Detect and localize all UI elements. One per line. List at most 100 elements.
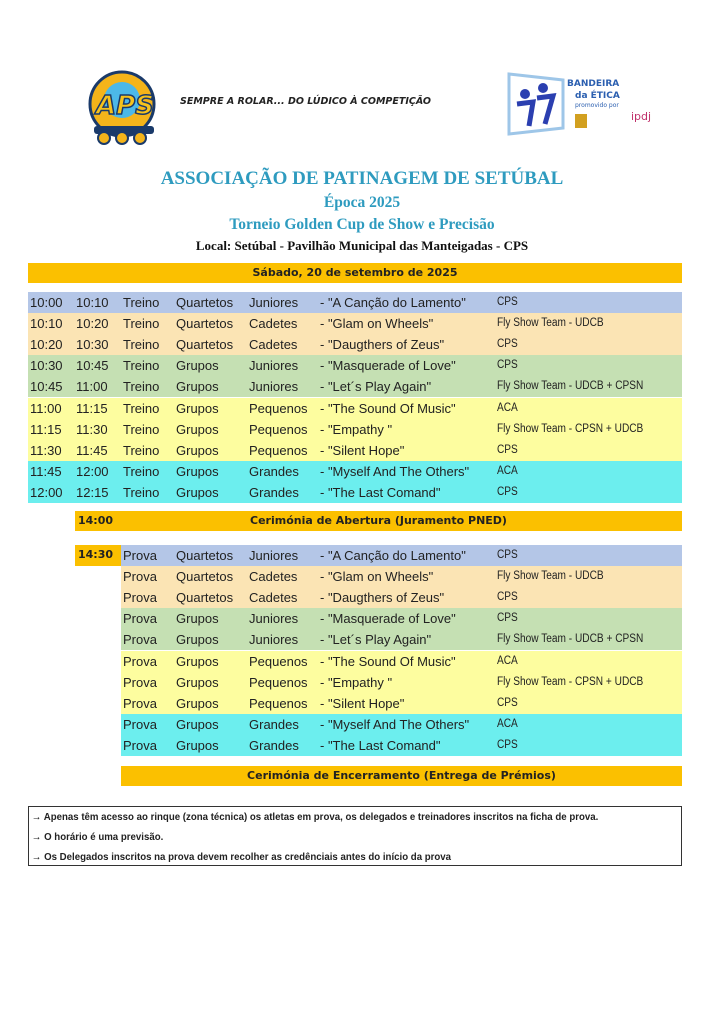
cell-start: 11:45	[30, 463, 62, 479]
cell-team: Fly Show Team - CPSN + UDCB	[497, 675, 644, 688]
cell-title: - "Glam on Wheels"	[320, 316, 434, 332]
cell-disc: Grupos	[176, 716, 219, 732]
cell-title: - "Daugthers of Zeus"	[320, 337, 445, 353]
cell-disc: Grupos	[176, 674, 219, 690]
schedule-row: 10:10 10:20 Treino Quartetos Cadetes - "Glam …	[28, 313, 682, 335]
cell-team: ACA	[497, 401, 518, 414]
cell-disc: Grupos	[176, 695, 219, 711]
event-title: Torneio Golden Cup de Show e Precisão	[229, 216, 495, 233]
cell-type: Treino	[123, 484, 160, 500]
cell-cat: Juniores	[249, 358, 299, 374]
cell-team: CPS	[497, 443, 518, 456]
cell-title: - "Masquerade of Love"	[320, 358, 456, 374]
location: Local: Setúbal - Pavilhão Municipal das …	[195, 238, 529, 253]
cell-cat: Pequenos	[249, 674, 308, 690]
season-title: Época 2025	[323, 194, 401, 211]
svg-text:promovido por: promovido por	[575, 102, 619, 109]
cell-team: CPS	[497, 549, 518, 561]
svg-text:APS: APS	[94, 91, 154, 121]
cell-cat: Pequenos	[249, 695, 308, 711]
cell-team: CPS	[497, 485, 518, 498]
opening-label: Cerimónia de Abertura (Juramento PNED)	[250, 514, 507, 527]
cell-type: Prova	[123, 569, 157, 585]
schedule-row: Prova Quartetos Juniores - "A Canção do Lam…	[121, 545, 682, 567]
cell-team: ACA	[497, 717, 518, 730]
cell-cat: Juniores	[249, 295, 299, 310]
cell-disc: Grupos	[176, 737, 219, 753]
cell-type: Treino	[123, 295, 160, 310]
note: → Os Delegados inscritos na prova devem …	[31, 851, 452, 863]
cell-team: Fly Show Team - UDCB	[497, 570, 604, 583]
cell-title: - "Empathy "	[320, 674, 393, 690]
cell-title: - "The Sound Of Music"	[320, 400, 456, 416]
cell-start: 11:30	[30, 442, 62, 458]
cell-title: - "Masquerade of Love"	[320, 611, 456, 627]
schedule-row: 10:45 11:00 Treino Grupos Juniores - "Let´s P…	[28, 376, 682, 398]
schedule-row: 11:30 11:45 Treino Grupos Pequenos - "Silent …	[28, 439, 682, 461]
cell-start: 10:45	[30, 379, 63, 395]
cell-type: Treino	[123, 379, 160, 395]
cell-team: ACA	[497, 654, 518, 667]
cell-end: 11:00	[76, 379, 108, 395]
cell-title: - "Empathy "	[320, 421, 393, 437]
notes-box: → Apenas têm acesso ao rinque (zona técn…	[28, 806, 682, 866]
cell-team: CPS	[497, 696, 518, 709]
cell-team: Fly Show Team - CPSN + UDCB	[497, 422, 644, 435]
cell-cat: Grandes	[249, 737, 299, 753]
schedule-row: 10:30 10:45 Treino Grupos Juniores - "Masquer…	[28, 355, 682, 377]
cell-team: Fly Show Team - UDCB + CPSN	[497, 633, 644, 646]
cell-start: 10:30	[30, 358, 63, 374]
schedule-row: Prova Grupos Pequenos - "Silent Hope" CPS	[121, 692, 682, 714]
cell-type: Treino	[123, 358, 160, 374]
schedule-row: 12:00 12:15 Treino Grupos Grandes - "The Last…	[28, 481, 682, 503]
aps-logo: APS	[82, 70, 170, 146]
cell-type: Prova	[123, 674, 157, 690]
schedule-row: Prova Grupos Grandes - "Myself And The Othe…	[121, 713, 682, 735]
cell-start: 10:10	[30, 316, 63, 332]
cell-cat: Pequenos	[249, 442, 308, 458]
cell-cat: Juniores	[249, 548, 299, 563]
cell-title: - "The Last Comand"	[320, 484, 441, 500]
tagline: SEMPRE A ROLAR... DO LÚDICO À COMPETIÇÃO	[180, 96, 431, 107]
cell-title: - "Silent Hope"	[320, 442, 405, 458]
cell-disc: Grupos	[176, 611, 219, 627]
cell-cat: Juniores	[249, 379, 299, 395]
cell-title: - "Myself And The Others"	[320, 716, 470, 732]
closing-ceremony-bar: Cerimónia de Encerramento (Entrega de Pr…	[121, 766, 682, 786]
cell-end: 11:45	[76, 442, 108, 458]
cell-title: - "Myself And The Others"	[320, 463, 470, 479]
cell-start: 12:00	[30, 484, 63, 500]
cell-title: - "Let´s Play Again"	[320, 379, 432, 395]
cell-cat: Cadetes	[249, 337, 298, 353]
cell-disc: Grupos	[176, 379, 219, 395]
cell-team: CPS	[497, 591, 518, 604]
cell-title: - "A Canção do Lamento"	[320, 548, 466, 563]
note: → Apenas têm acesso ao rinque (zona técn…	[31, 811, 599, 823]
cell-start: 11:15	[30, 421, 62, 437]
cell-disc: Grupos	[176, 484, 219, 500]
cell-type: Prova	[123, 611, 157, 627]
cell-type: Prova	[123, 695, 157, 711]
cell-title: - "A Canção do Lamento"	[320, 295, 466, 310]
cell-team: CPS	[497, 338, 518, 351]
cell-team: Fly Show Team - UDCB	[497, 317, 604, 330]
cell-disc: Grupos	[176, 463, 219, 479]
schedule-row: 11:00 11:15 Treino Grupos Pequenos - "The Sou…	[28, 397, 682, 419]
cell-cat: Grandes	[249, 463, 299, 479]
cell-disc: Grupos	[176, 400, 219, 416]
cell-team: CPS	[497, 612, 518, 625]
schedule-row: Prova Grupos Pequenos - "The Sound Of Music…	[121, 650, 682, 672]
cell-cat: Cadetes	[249, 590, 298, 606]
cell-end: 10:45	[76, 358, 109, 374]
cell-title: - "Silent Hope"	[320, 695, 405, 711]
cell-end: 10:10	[76, 295, 109, 310]
cell-title: - "Let´s Play Again"	[320, 632, 432, 648]
note: → O horário é uma previsão.	[31, 831, 164, 843]
cell-end: 12:15	[76, 484, 109, 500]
cell-disc: Grupos	[176, 358, 219, 374]
cell-disc: Grupos	[176, 421, 219, 437]
cell-cat: Juniores	[249, 611, 299, 627]
bandeira-etica-logo: BANDEIRA da ÉTICA promovido por ipdj	[503, 70, 663, 138]
cell-cat: Pequenos	[249, 653, 308, 669]
